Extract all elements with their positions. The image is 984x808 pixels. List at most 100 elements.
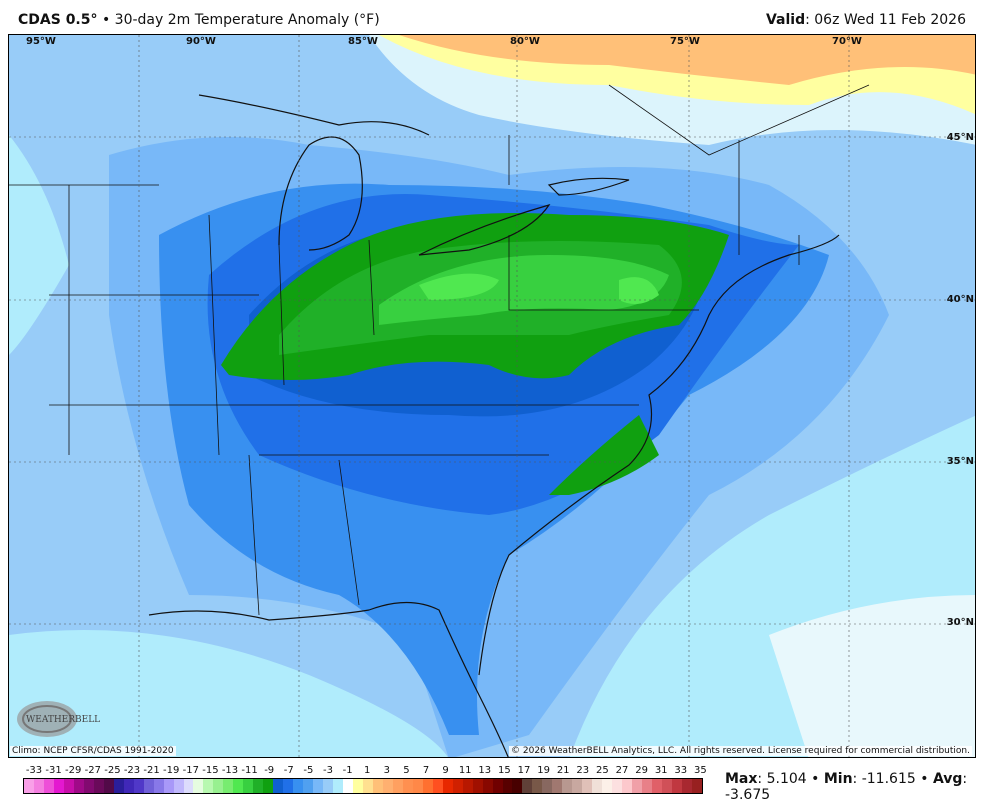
colorbar-swatch	[43, 779, 54, 793]
colorbar-swatch	[163, 779, 174, 793]
colorbar-label: -29	[65, 765, 82, 776]
colorbar-swatch	[382, 779, 393, 793]
colorbar-swatch	[243, 779, 254, 793]
colorbar-swatch	[183, 779, 194, 793]
lat-label: 35°N	[946, 456, 974, 467]
colorbar-label: 31	[654, 765, 668, 776]
min-value: : -11.615	[852, 771, 916, 787]
map-title: CDAS 0.5° • 30-day 2m Temperature Anomal…	[18, 12, 380, 28]
colorbar-label: 27	[615, 765, 629, 776]
colorbar-swatch	[143, 779, 154, 793]
colorbar-label: -15	[202, 765, 219, 776]
colorbar-swatch	[372, 779, 383, 793]
colorbar	[23, 778, 703, 794]
lon-label: 90°W	[186, 36, 216, 47]
colorbar-label: -23	[123, 765, 141, 776]
colorbar-label: -5	[303, 765, 314, 776]
colorbar-swatch	[502, 779, 513, 793]
colorbar-label: 17	[517, 765, 531, 776]
colorbar-label: 3	[383, 765, 390, 776]
lake-superior-shore	[198, 94, 430, 136]
max-label: Max	[725, 771, 758, 787]
colorbar-swatch	[193, 779, 204, 793]
weatherbell-logo: WEATHERBELL	[17, 701, 100, 737]
colorbar-label: 5	[403, 765, 410, 776]
lat-label: 40°N	[946, 294, 974, 305]
max-value: : 5.104	[757, 771, 807, 787]
colorbar-label: 1	[364, 765, 371, 776]
lake-michigan	[278, 136, 363, 251]
colorbar-swatch	[622, 779, 633, 793]
colorbar-swatch	[691, 779, 702, 793]
colorbar-swatch	[53, 779, 64, 793]
colorbar-swatch	[343, 779, 353, 793]
colorbar-label: 9	[442, 765, 449, 776]
colorbar-swatch	[113, 779, 124, 793]
colorbar-swatch	[492, 779, 503, 793]
colorbar-swatch	[402, 779, 413, 793]
colorbar-label: 15	[498, 765, 511, 776]
colorbar-swatch	[572, 779, 583, 793]
colorbar-swatch	[412, 779, 423, 793]
lon-label: 75°W	[670, 36, 700, 47]
model-name: CDAS 0.5°	[18, 12, 98, 28]
gulf-coast	[148, 601, 509, 757]
colorbar-swatch	[273, 779, 284, 793]
colorbar-swatch	[203, 779, 214, 793]
colorbar-label: 7	[422, 765, 430, 776]
colorbar-swatch	[103, 779, 114, 793]
colorbar-swatch	[73, 779, 84, 793]
colorbar-label: -9	[264, 765, 275, 776]
field-stats: Max: 5.104 • Min: -11.615 • Avg: -3.675	[725, 771, 984, 803]
colorbar-swatch	[233, 779, 244, 793]
colorbar-swatch	[652, 779, 662, 793]
colorbar-swatch	[592, 779, 603, 793]
map-canvas	[9, 35, 975, 757]
product-title: 30-day 2m Temperature Anomaly (°F)	[114, 12, 380, 28]
colorbar-swatch	[123, 779, 134, 793]
copyright-notice: © 2026 WeatherBELL Analytics, LLC. All r…	[509, 746, 972, 756]
colorbar-label: -33	[25, 765, 43, 776]
colorbar-swatch	[522, 779, 533, 793]
lon-label: 95°W	[26, 36, 56, 47]
stats-separator: •	[806, 771, 824, 787]
atlantic-coast	[478, 234, 840, 676]
colorbar-swatch	[93, 779, 104, 793]
anomaly-field-green-3	[379, 255, 669, 325]
colorbar-swatch	[642, 779, 653, 793]
colorbar-swatch	[33, 779, 44, 793]
lake-ontario	[547, 177, 630, 196]
colorbar-swatch	[352, 779, 363, 793]
graticule	[9, 35, 975, 757]
colorbar-swatch	[293, 779, 304, 793]
anomaly-field-atlantic-light	[769, 595, 975, 757]
valid-value: : 06z Wed 11 Feb 2026	[805, 12, 966, 28]
colorbar-label: 21	[556, 765, 570, 776]
colorbar-label: -11	[241, 765, 258, 776]
colorbar-label: 25	[596, 765, 609, 776]
colorbar-label: -19	[163, 765, 180, 776]
colorbar-swatch	[662, 779, 672, 793]
colorbar-swatch	[133, 779, 144, 793]
colorbar-label: -3	[323, 765, 333, 776]
climo-note: Climo: NCEP CFSR/CDAS 1991-2020	[10, 746, 176, 756]
anomaly-map	[8, 34, 976, 758]
anomaly-field-orange	[399, 35, 975, 85]
colorbar-swatch	[213, 779, 224, 793]
colorbar-swatch	[362, 779, 373, 793]
colorbar-swatch	[452, 779, 463, 793]
colorbar-label: 29	[635, 765, 648, 776]
lat-label: 45°N	[946, 132, 974, 143]
lon-label: 80°W	[510, 36, 540, 47]
colorbar-swatch	[472, 779, 483, 793]
colorbar-label: -31	[45, 765, 62, 776]
valid-label: Valid	[765, 12, 806, 28]
colorbar-swatch	[283, 779, 294, 793]
colorbar-label: -25	[104, 765, 121, 776]
svg-text:WEATHERBELL: WEATHERBELL	[26, 715, 100, 725]
colorbar-swatch	[612, 779, 623, 793]
lake-erie	[418, 203, 551, 256]
anomaly-field-gulf	[9, 630, 448, 757]
colorbar-swatch	[432, 779, 443, 793]
lon-label: 70°W	[832, 36, 862, 47]
